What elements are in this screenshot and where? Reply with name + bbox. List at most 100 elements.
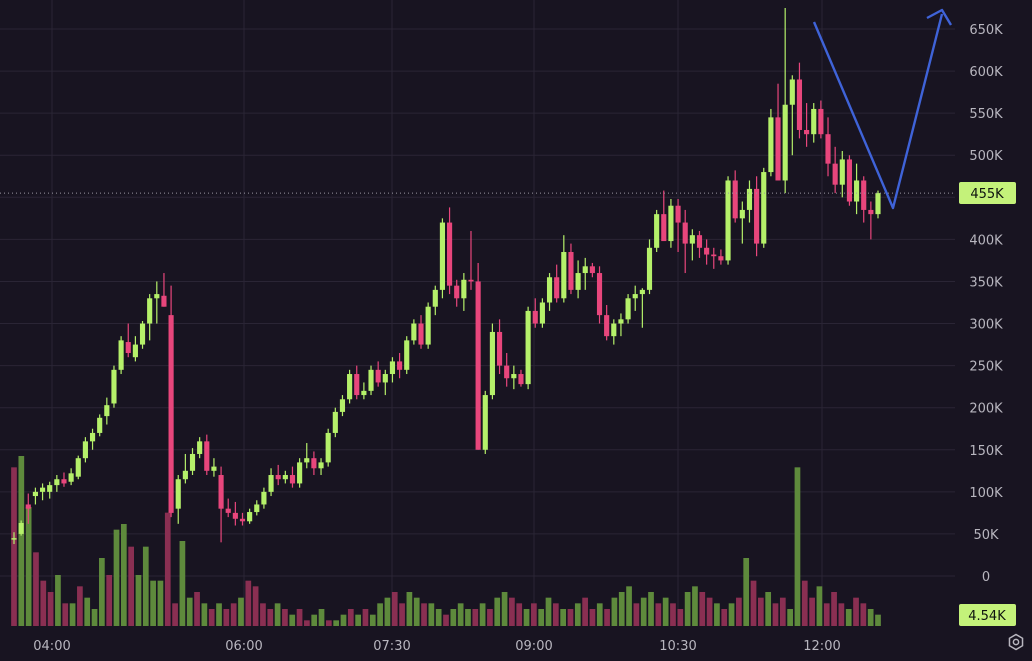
candle-body <box>432 289 438 307</box>
volume-bar <box>699 592 706 626</box>
candle-body <box>632 294 638 299</box>
volume-bar <box>860 603 867 626</box>
candle-body <box>768 117 774 173</box>
projection-arrowhead <box>926 8 953 26</box>
candle-body <box>368 369 374 391</box>
candle-body <box>511 374 517 379</box>
volume-bar <box>714 603 720 626</box>
candle-body <box>347 374 353 400</box>
volume-bar <box>267 609 274 626</box>
candle-body <box>732 180 738 219</box>
price-axis[interactable]: 650K600K550K500K450K400K350K300K250K200K… <box>969 23 1003 585</box>
y-tick-label: 0 <box>982 570 990 585</box>
last-price-badge-bg <box>959 182 1016 204</box>
volume-badge-bg <box>959 604 1016 626</box>
volume-bar <box>523 609 530 626</box>
volume-bar <box>692 586 698 626</box>
candle-body <box>354 374 360 396</box>
candle-body <box>825 134 831 164</box>
candle-body <box>425 306 431 345</box>
candle-body <box>696 235 703 248</box>
candle-body <box>846 159 853 202</box>
candle-body <box>875 193 881 215</box>
candle-body <box>525 310 531 385</box>
candle-body <box>461 279 467 299</box>
candle-body <box>496 331 503 366</box>
candle-body <box>239 518 246 522</box>
volume-bar <box>582 597 588 626</box>
candle-body <box>132 344 138 358</box>
candle-body <box>854 180 860 202</box>
candle-body <box>47 485 53 492</box>
price-candles <box>11 7 881 545</box>
volume-bar <box>18 456 25 626</box>
volume-bar <box>516 603 523 626</box>
volume-bar <box>260 603 266 626</box>
volume-bar <box>406 592 413 626</box>
candle-body <box>582 266 588 274</box>
y-tick-label: 650K <box>969 23 1003 38</box>
y-tick-label: 400K <box>969 233 1003 248</box>
y-tick-label: 550K <box>969 107 1003 122</box>
volume-bar <box>150 580 156 626</box>
settings-button[interactable] <box>1004 631 1028 653</box>
y-tick-label: 600K <box>969 65 1003 80</box>
volume-bar <box>531 603 537 626</box>
volume-bar <box>179 541 186 626</box>
candle-body <box>682 222 688 244</box>
candle-body <box>211 466 217 471</box>
candle-body <box>82 441 88 459</box>
volume-bar <box>369 614 376 626</box>
volume-bar <box>157 580 164 626</box>
volume-bar <box>40 580 47 626</box>
candle-body <box>25 504 31 509</box>
volume-bar <box>809 597 815 626</box>
volume-bar <box>340 614 347 626</box>
volume-bar <box>479 603 486 626</box>
x-tick-label: 12:00 <box>803 639 840 654</box>
candle-body <box>161 295 167 307</box>
candle-body <box>282 475 288 480</box>
volume-bar <box>186 597 193 626</box>
candle-body <box>468 279 474 282</box>
y-tick-label: 250K <box>969 360 1003 375</box>
volume-bar <box>201 603 208 626</box>
volume-bar <box>216 603 222 626</box>
volume-bar <box>413 597 420 626</box>
volume-bar <box>772 603 779 626</box>
candle-body <box>796 79 803 130</box>
candle-body <box>361 390 367 396</box>
y-tick-label: 150K <box>969 444 1003 459</box>
volume-badge: 4.54K <box>968 609 1006 624</box>
volume-bar <box>435 609 442 626</box>
volume-bar <box>494 597 501 626</box>
volume-bar <box>465 609 471 626</box>
volume-bar <box>867 609 874 626</box>
volume-bar <box>779 597 786 626</box>
candle-body <box>289 475 296 484</box>
candle-body <box>661 214 667 242</box>
x-tick-label: 09:00 <box>515 639 552 654</box>
candle-body <box>75 458 81 477</box>
volume-bar <box>670 603 676 626</box>
candle-body <box>868 209 874 215</box>
x-tick-label: 10:30 <box>659 639 696 654</box>
candle-body <box>304 458 310 463</box>
volume-bar <box>545 597 552 626</box>
time-axis[interactable]: 04:00 06:00 07:30 09:00 10:30 12:00 <box>33 639 840 654</box>
volume-bar <box>736 597 742 626</box>
candle-body <box>389 361 396 375</box>
volume-bar <box>596 603 603 626</box>
volume-bar <box>135 575 142 626</box>
candle-body <box>111 369 117 404</box>
volume-bar <box>655 603 662 626</box>
volume-bar <box>662 597 669 626</box>
volume-bar <box>362 609 369 626</box>
candle-body <box>725 180 731 261</box>
candle-body <box>204 441 210 471</box>
volume-bar <box>172 603 178 626</box>
candle-body <box>654 214 660 248</box>
candle-body <box>218 475 224 509</box>
